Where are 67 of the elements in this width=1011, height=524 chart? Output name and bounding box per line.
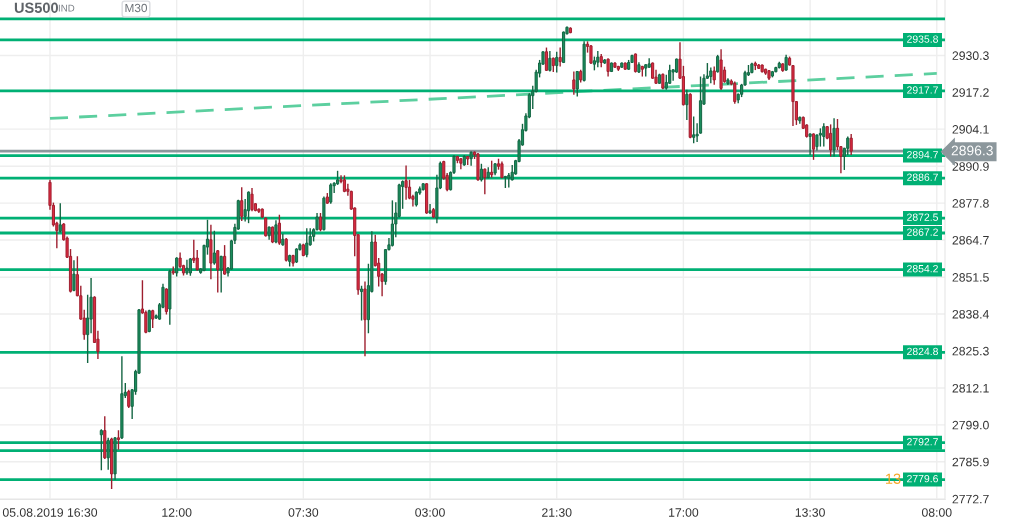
y-tick-label: 2890.9 — [952, 162, 989, 171]
x-tick-label: 13:30 — [795, 508, 825, 517]
candlestick — [685, 89, 689, 121]
y-tick-label: 2772.7 — [952, 494, 989, 504]
y-tick-label: 2864.7 — [952, 235, 989, 245]
y-tick-label: 2785.9 — [952, 457, 989, 467]
candlestick — [808, 132, 812, 156]
chart-subtitle: IND — [58, 4, 75, 12]
candlestick — [212, 230, 216, 266]
y-tick-label: 2904.1 — [952, 125, 989, 134]
candlestick — [99, 428, 103, 471]
candlestick — [219, 255, 223, 294]
candlestick — [116, 429, 121, 451]
candlestick — [818, 127, 822, 148]
candlestick — [58, 202, 62, 234]
candlestick — [692, 115, 696, 144]
ref-line-label: 2894.7 — [907, 151, 938, 159]
candlestick — [558, 46, 562, 68]
ref-line-label: 2867.2 — [907, 228, 938, 236]
x-tick-label: 12:00 — [162, 508, 192, 517]
ref-line-label: 2886.7 — [907, 173, 938, 181]
y-tick-label: 2917.2 — [952, 88, 989, 97]
ref-line-label: 2917.7 — [907, 86, 938, 94]
ref-line-label: 2824.8 — [907, 347, 938, 356]
y-tick-label: 2812.1 — [952, 383, 989, 393]
x-tick-label: 08:00 — [921, 508, 952, 517]
candlestick — [606, 57, 610, 78]
candlestick — [164, 287, 168, 316]
candlestick — [72, 259, 76, 292]
candlestick — [589, 44, 593, 65]
text: 2896.3 — [951, 145, 993, 156]
candlestick — [572, 70, 576, 96]
candlestick — [246, 190, 251, 224]
candlestick — [106, 437, 110, 471]
candlestick — [849, 133, 853, 156]
candlestick — [250, 187, 254, 213]
candlestick — [127, 389, 131, 409]
x-tick-label: 07:30 — [288, 508, 319, 517]
ref-line-label: 2872.5 — [907, 213, 938, 221]
annotation: 13 — [886, 473, 901, 484]
x-tick-label: 21:30 — [542, 508, 572, 517]
candlestick — [175, 256, 179, 278]
x-tick-label: 03:00 — [415, 508, 445, 517]
ref-line-label: 2854.2 — [907, 265, 938, 273]
candlestick — [390, 199, 394, 248]
candlestick — [555, 51, 559, 74]
y-tick-label: 2877.8 — [952, 199, 989, 208]
candlestick — [209, 224, 213, 280]
x-tick-label: 05.08.2019 16:30 — [2, 508, 98, 517]
candlestick — [359, 284, 364, 322]
candlestick — [829, 123, 833, 158]
annotation: M30 — [125, 3, 148, 13]
candlestick — [846, 135, 850, 156]
candlestick — [404, 164, 408, 201]
ref-line-label: 2792.7 — [907, 438, 938, 446]
chart-title: US500 — [14, 2, 58, 13]
candlestick — [832, 117, 836, 158]
x-tick-label: 17:00 — [669, 508, 699, 517]
y-tick-label: 2930.3 — [952, 51, 989, 60]
ref-line-label: 2935.8 — [907, 35, 938, 43]
y-tick-label: 2851.5 — [952, 273, 989, 282]
y-tick-label: 2799.0 — [952, 420, 989, 430]
y-tick-label: 2838.4 — [952, 309, 989, 319]
y-tick-label: 2825.3 — [952, 346, 989, 356]
candlestick — [575, 70, 579, 98]
ref-line-label: 2779.6 — [907, 474, 938, 483]
candlestick — [329, 182, 333, 205]
